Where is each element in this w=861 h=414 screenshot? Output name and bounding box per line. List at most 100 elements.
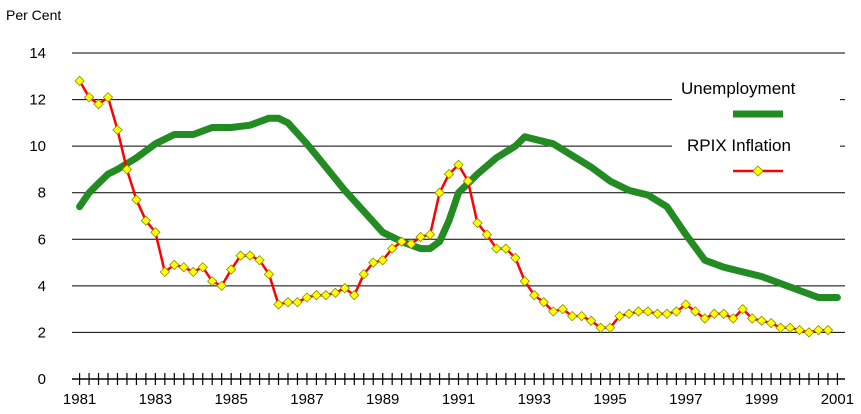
rpix-inflation-point [273,299,284,310]
y-tick-label: 8 [38,185,46,202]
x-tick-label: 1999 [745,391,778,408]
rpix-inflation-point [548,306,559,317]
gridlines [72,52,845,333]
rpix-inflation-point [680,299,692,310]
x-tick-label: 1991 [442,391,475,408]
rpix-inflation-point [718,308,729,319]
unemployment-line [76,114,841,301]
y-tick-label: 10 [29,138,46,155]
rpix-inflation-point [188,266,199,278]
rpix-inflation-point [301,292,313,303]
rpix-inflation-point [197,262,208,273]
rpix-inflation-point [803,327,815,338]
y-tick-label: 12 [29,92,46,109]
rpix-inflation-point [159,266,171,278]
rpix-inflation-point [339,283,350,294]
rpix-inflation-point [387,243,398,254]
legend-marker-inflation [752,165,764,177]
rpix-inflation-point [131,194,142,205]
rpix-inflation-point [424,229,436,240]
rpix-inflation-point [102,92,114,103]
rpix-inflation-point [405,238,417,250]
rpix-inflation-point [709,308,720,319]
legend-label-inflation: RPIX Inflation [687,136,791,155]
rpix-inflation-point [216,280,227,292]
y-axis-ticks: 0 2 4 6 8 10 12 14 [29,45,46,388]
rpix-inflation-point [235,250,246,261]
rpix-inflation-point [93,99,104,110]
rpix-inflation-point [377,255,388,266]
rpix-inflation-point [765,317,777,329]
rpix-inflation-point [453,159,464,170]
rpix-inflation-point [699,313,710,324]
legend-background-inflation [672,128,840,184]
rpix-inflation-point [121,164,133,175]
rpix-inflation-point [794,324,805,336]
rpix-inflation-point [576,310,587,322]
rpix-inflation-point [263,269,275,280]
rpix-inflation-point [614,310,625,322]
x-tick-label: 1981 [63,391,96,408]
rpix-inflation-point [538,296,549,308]
rpix-inflation-point [690,306,701,317]
rpix-inflation-point [491,243,502,254]
rpix-inflation-point [481,229,493,240]
y-tick-label: 6 [38,231,46,248]
rpix-inflation-point [500,243,512,254]
x-tick-label: 1987 [290,391,323,408]
x-tick-label: 1993 [518,391,551,408]
y-tick-label: 2 [38,324,46,341]
rpix-inflation-point [510,252,521,264]
rpix-inflation-point [585,315,597,326]
rpix-inflation-point [349,290,360,301]
rpix-inflation-point [74,75,85,87]
series-markers [74,75,834,338]
rpix-inflation-point [529,290,540,301]
rpix-inflation-point [396,236,407,247]
rpix-inflation-point [784,322,796,333]
rpix-inflation-point [775,322,786,333]
rpix-inflation-point [652,308,663,319]
rpix-inflation-point [557,303,568,315]
rpix-inflation-point [633,306,644,317]
legend-background-unemployment [672,70,840,128]
rpix-inflation-point [83,92,95,103]
rpix-inflation-point [728,313,739,324]
rpix-inflation-point [244,250,256,261]
rpix-inflation-point [595,322,606,333]
x-tick-label: 1997 [669,391,702,408]
x-tick-label: 2001 [821,391,854,408]
rpix-inflation-point [661,308,673,319]
rpix-inflation-point [519,276,530,287]
rpix-inflation-point [178,262,189,273]
rpix-inflation-point [292,296,303,308]
rpix-inflation-point [746,313,758,324]
rpix-inflation-point [604,322,616,333]
rpix-inflation-point [567,310,578,322]
y-tick-label: 14 [29,45,46,62]
rpix-inflation-point [737,303,748,315]
rpix-inflation-point [822,324,834,336]
rpix-inflation-point [112,124,123,136]
rpix-inflation-point [311,290,322,301]
y-tick-label: 0 [38,371,46,388]
rpix-inflation-point [642,306,654,317]
legend-label-unemployment: Unemployment [681,79,796,98]
rpix-inflation-point [623,308,635,319]
rpix-inflation-point [358,269,369,280]
rpix-inflation-point [140,215,152,226]
rpix-inflation-point [443,168,455,180]
x-tick-label: 1985 [214,391,247,408]
rpix-inflation-point [415,231,426,243]
x-tick-label: 1995 [593,391,626,408]
rpix-inflation-point [671,306,682,317]
rpix-inflation-point [282,296,294,308]
rpix-inflation-point [150,227,161,238]
y-tick-label: 4 [38,278,46,295]
rpix-inflation-point [207,276,218,287]
x-tick-label: 1989 [366,391,399,408]
rpix-inflation-point [254,255,265,266]
legend: Unemployment RPIX Inflation [672,70,840,184]
rpix-inflation-point [330,287,341,299]
rpix-inflation-point [462,175,474,187]
